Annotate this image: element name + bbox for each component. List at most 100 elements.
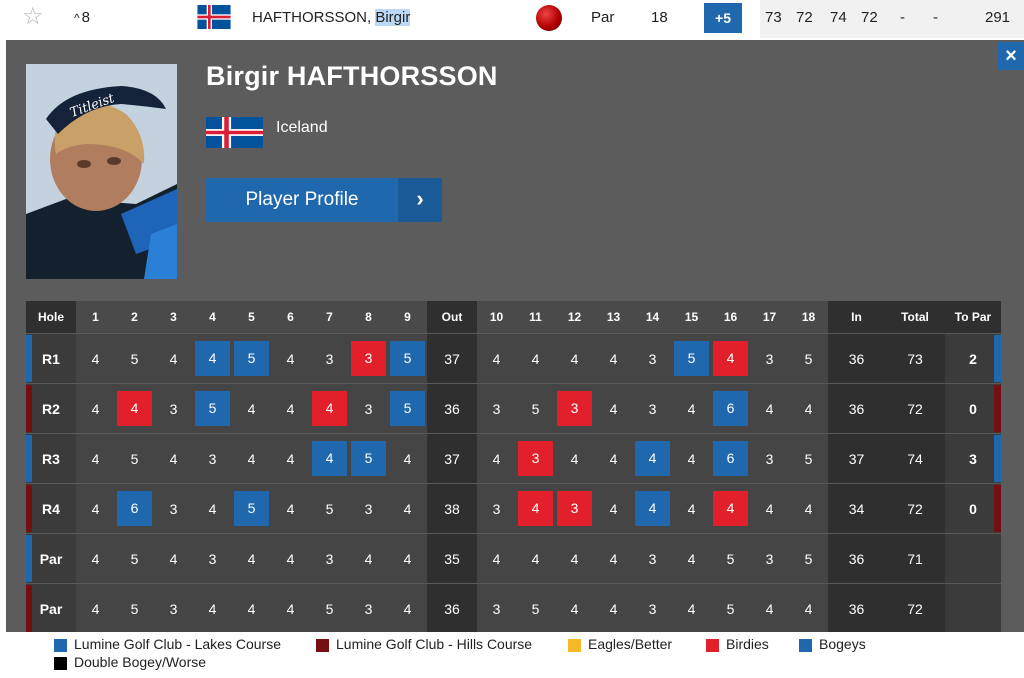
hole-number: 14 [633,301,672,333]
hole-score: 4 [115,383,154,433]
hole-score: 4 [789,483,828,533]
hole-score: 3 [349,583,388,633]
round-score: 72 [796,9,813,26]
hole-score: 4 [76,533,115,583]
hole-score: 3 [633,583,672,633]
hole-score: 4 [594,433,633,483]
to-par-score: 0 [945,483,1001,533]
bogey-score: 4 [312,441,347,476]
birdie-score: 4 [713,341,748,376]
hole-number: 7 [310,301,349,333]
hole-score: 5 [516,383,555,433]
scorecard-table: Hole 1 2 3 4 5 6 7 8 9 Out 10 11 12 13 1… [26,301,1001,633]
hole-score: 4 [154,333,193,383]
hole-score: 5 [789,533,828,583]
legend-label: Lumine Golf Club - Lakes Course [74,636,281,652]
player-first-name: Birgir [375,9,411,26]
bogey-score: 4 [635,441,670,476]
birdie-score: 4 [518,491,553,526]
hole-score: 5 [310,483,349,533]
bogey-score: 5 [390,341,425,376]
par-label: Par [591,9,615,26]
hole-score: 3 [154,583,193,633]
eagles-swatch [568,639,581,652]
hole-score: 4 [633,483,672,533]
hole-score: 3 [477,483,516,533]
hole-score: 4 [672,533,711,583]
hole-score: 4 [711,483,750,533]
hole-score: 3 [349,483,388,533]
hole-score: 3 [555,383,594,433]
hole-score: 4 [271,383,310,433]
player-last-name: HAFTHORSSON, [252,9,376,26]
bogey-score: 6 [117,491,152,526]
hole-score: 5 [789,433,828,483]
hole-score: 4 [349,533,388,583]
legend-label: Lumine Golf Club - Hills Course [336,636,533,652]
hole-score: 4 [388,483,427,533]
hole-score: 3 [750,333,789,383]
bogey-score: 6 [713,391,748,426]
hole-score: 4 [193,333,232,383]
leaderboard-row[interactable]: ☆ ^ 8 HAFTHORSSON, Birgir Par 18 +5 73 72… [0,0,1024,38]
round-row: R3 4 5 4 3 4 4 4 5 4 37 4 3 4 4 4 4 6 3 5 37 74 3 [26,433,1001,483]
round-row: R1 4 5 4 4 5 4 3 3 5 37 4 4 4 4 3 5 4 3 5 36 73 2 [26,333,1001,383]
out-header: Out [427,301,477,333]
hole-score: 4 [154,533,193,583]
hole-header: Hole [26,301,76,333]
legend-item-double: Double Bogey/Worse [54,654,206,670]
hole-score: 4 [594,383,633,433]
player-detail-panel: × Titleist Birgir HAFTHORSSON Iceland Pl… [6,40,1024,678]
player-name-cell[interactable]: HAFTHORSSON, Birgir [252,0,411,38]
total-score: 291 [985,9,1011,26]
hole-score: 4 [555,583,594,633]
hole-score: 4 [711,333,750,383]
hole-score: 4 [193,583,232,633]
hole-score: 4 [310,433,349,483]
birdie-score: 3 [518,441,553,476]
hole-score: 4 [750,583,789,633]
total-header: Total [885,301,945,333]
position-up-icon: ^ [74,11,80,25]
round-score: - [900,9,905,26]
hole-score: 5 [672,333,711,383]
to-par-score [945,583,1001,633]
hole-score: 4 [516,533,555,583]
hole-score: 4 [232,433,271,483]
hole-number: 6 [271,301,310,333]
iceland-flag-icon [197,5,231,29]
in-score: 36 [828,333,885,383]
hole-score: 4 [76,583,115,633]
birdie-score: 4 [117,391,152,426]
out-score: 36 [427,383,477,433]
player-profile-button[interactable]: Player Profile › [206,178,442,222]
hole-score: 4 [594,333,633,383]
hole-number: 10 [477,301,516,333]
hole-score: 4 [388,583,427,633]
player-full-name: Birgir HAFTHORSSON [206,61,498,91]
hole-score: 4 [477,433,516,483]
hole-number: 18 [789,301,828,333]
hole-score: 5 [115,583,154,633]
out-score: 35 [427,533,477,583]
legend-item-eagles: Eagles/Better [568,636,672,652]
hole-number: 12 [555,301,594,333]
hole-score: 4 [271,433,310,483]
hole-score: 5 [388,333,427,383]
hole-score: 5 [388,383,427,433]
row-label: R3 [26,433,76,483]
close-icon[interactable]: × [998,42,1024,70]
hole-score: 6 [711,433,750,483]
hole-number: 3 [154,301,193,333]
hole-score: 5 [115,533,154,583]
in-score: 37 [828,433,885,483]
hole-number: 16 [711,301,750,333]
country-name: Iceland [276,119,328,136]
hole-score: 4 [672,483,711,533]
hole-score: 4 [594,483,633,533]
birdie-score: 3 [557,491,592,526]
favorite-star-icon[interactable]: ☆ [22,3,44,30]
par-row: Par 4 5 4 3 4 4 3 4 4 35 4 4 4 4 3 4 5 3 5 36 71 [26,533,1001,583]
hole-score: 4 [750,483,789,533]
hole-number: 13 [594,301,633,333]
